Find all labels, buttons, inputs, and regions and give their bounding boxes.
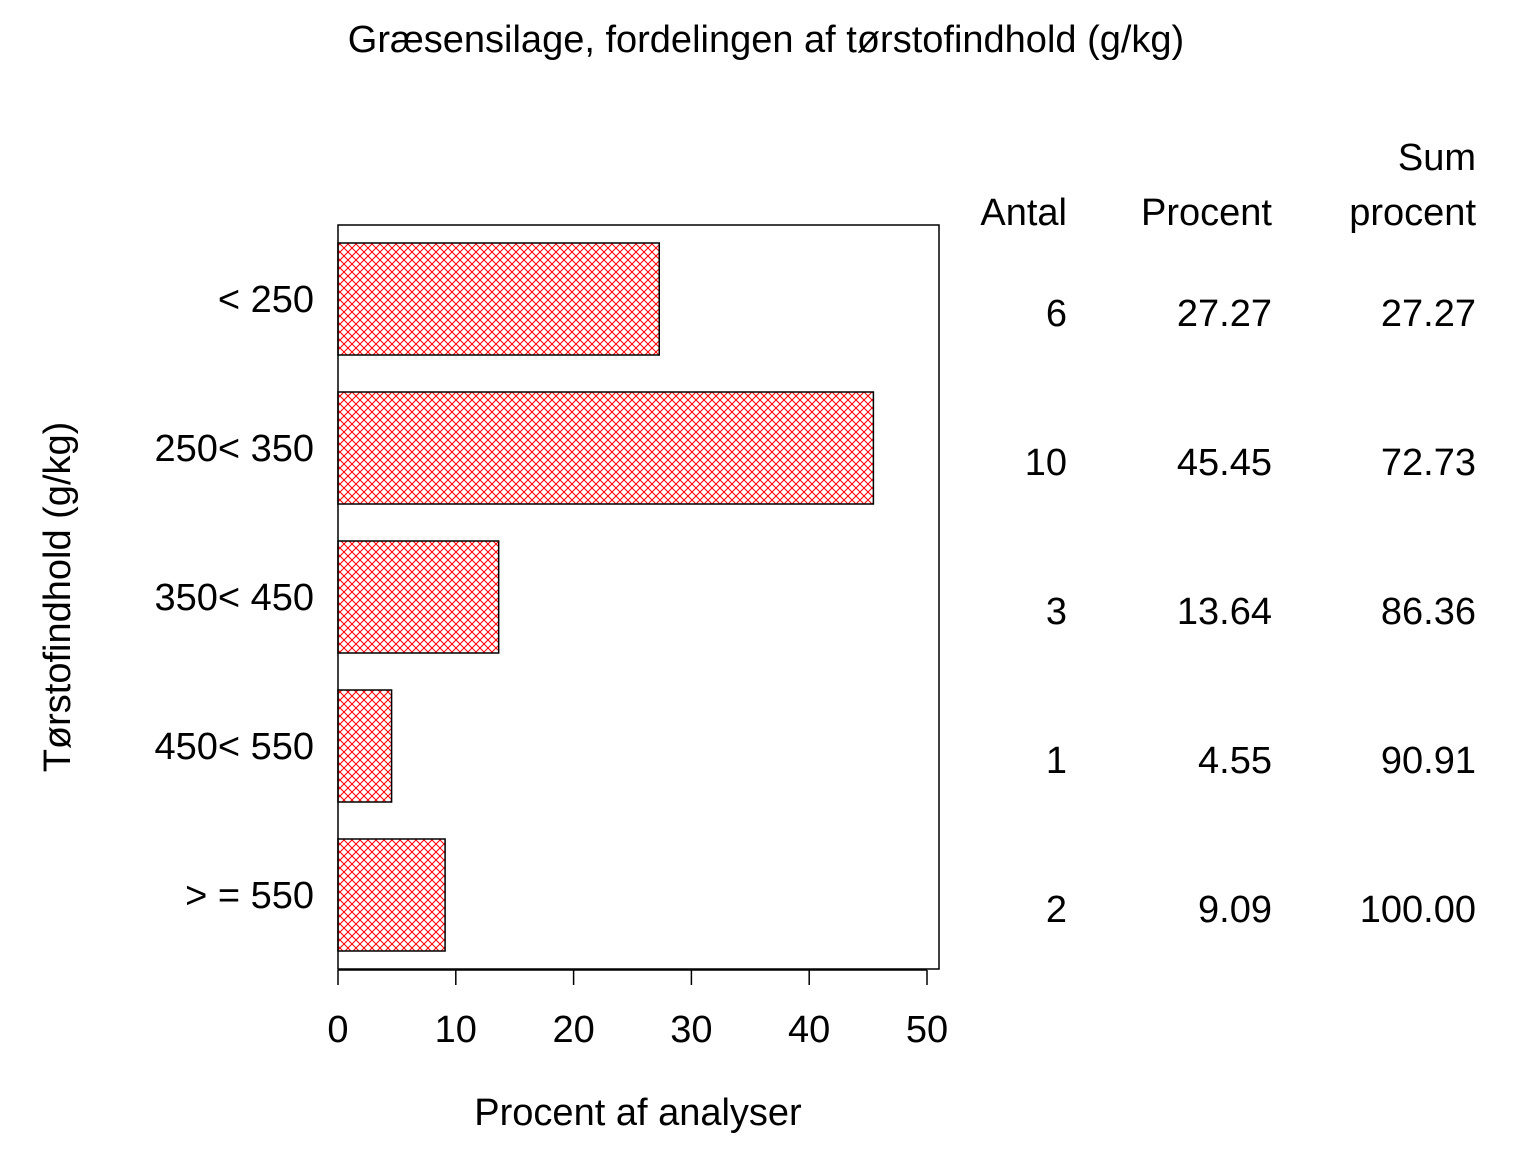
table-cell: 4.55 [1198, 740, 1272, 782]
bar [337, 242, 660, 356]
table-header: Sum [1398, 137, 1476, 179]
bar [337, 540, 500, 654]
table-cell: 10 [1025, 442, 1067, 484]
x-tick-label: 20 [552, 1009, 594, 1051]
x-axis-label: Procent af analyser [474, 1092, 802, 1134]
y-category-label: > = 550 [185, 875, 314, 917]
table-cell: 1 [1046, 740, 1067, 782]
x-tick-label: 0 [327, 1009, 348, 1051]
table-cell: 27.27 [1177, 293, 1272, 335]
y-category-label: 250< 350 [154, 428, 314, 470]
table-cell: 90.91 [1381, 740, 1476, 782]
table-cell: 45.45 [1177, 442, 1272, 484]
y-axis-label: Tørstofindhold (g/kg) [37, 422, 79, 773]
bar [337, 391, 875, 505]
chart-title: Græsensilage, fordelingen af tørstofindh… [348, 19, 1184, 61]
table-cell: 27.27 [1381, 293, 1476, 335]
table-header: Procent [1141, 192, 1272, 234]
y-category-label: 350< 450 [154, 577, 314, 619]
table-header: procent [1349, 192, 1476, 234]
bar [337, 838, 446, 952]
bar [337, 689, 393, 803]
table-cell: 100.00 [1360, 889, 1476, 931]
table-header: Antal [980, 192, 1067, 234]
table-cell: 2 [1046, 889, 1067, 931]
table-cell: 9.09 [1198, 889, 1272, 931]
table-cell: 6 [1046, 293, 1067, 335]
x-tick-label: 50 [906, 1009, 948, 1051]
x-tick-label: 40 [788, 1009, 830, 1051]
y-category-label: 450< 550 [154, 726, 314, 768]
table-cell: 86.36 [1381, 591, 1476, 633]
x-tick-label: 30 [670, 1009, 712, 1051]
table-cell: 72.73 [1381, 442, 1476, 484]
table-cell: 3 [1046, 591, 1067, 633]
y-category-label: < 250 [218, 279, 314, 321]
table-cell: 13.64 [1177, 591, 1272, 633]
x-tick-label: 10 [435, 1009, 477, 1051]
